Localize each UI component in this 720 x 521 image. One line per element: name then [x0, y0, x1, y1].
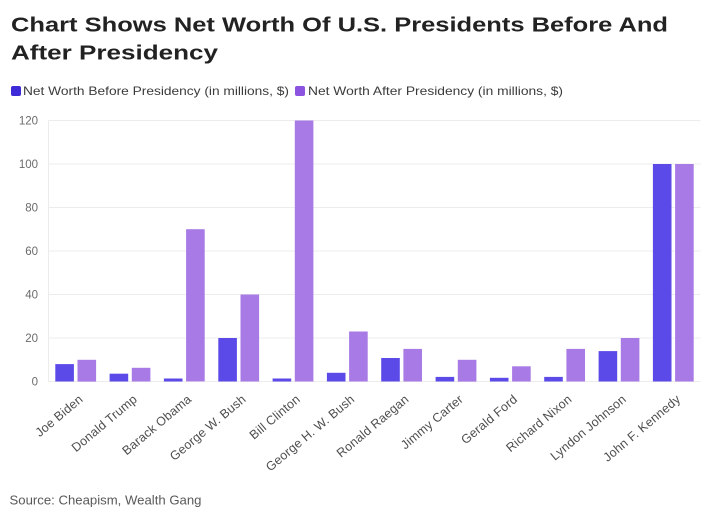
- svg-text:After Presidency: After Presidency: [11, 42, 219, 64]
- svg-text:Chart Shows Net Worth Of U.S.: Chart Shows Net Worth Of U.S. Presidents…: [11, 15, 668, 37]
- svg-text:80: 80: [25, 203, 38, 215]
- svg-text:100: 100: [19, 159, 38, 171]
- svg-text:Source: Cheapism, Wealth Gang: Source: Cheapism, Wealth Gang: [10, 494, 202, 508]
- svg-text:Net Worth Before Presidency (i: Net Worth Before Presidency (in millions…: [23, 84, 289, 98]
- svg-text:60: 60: [25, 246, 38, 258]
- svg-text:120: 120: [19, 116, 38, 128]
- svg-text:Net Worth After Presidency (in: Net Worth After Presidency (in millions,…: [308, 84, 563, 98]
- svg-text:40: 40: [25, 290, 38, 302]
- svg-text:20: 20: [25, 333, 38, 345]
- svg-text:0: 0: [32, 377, 38, 389]
